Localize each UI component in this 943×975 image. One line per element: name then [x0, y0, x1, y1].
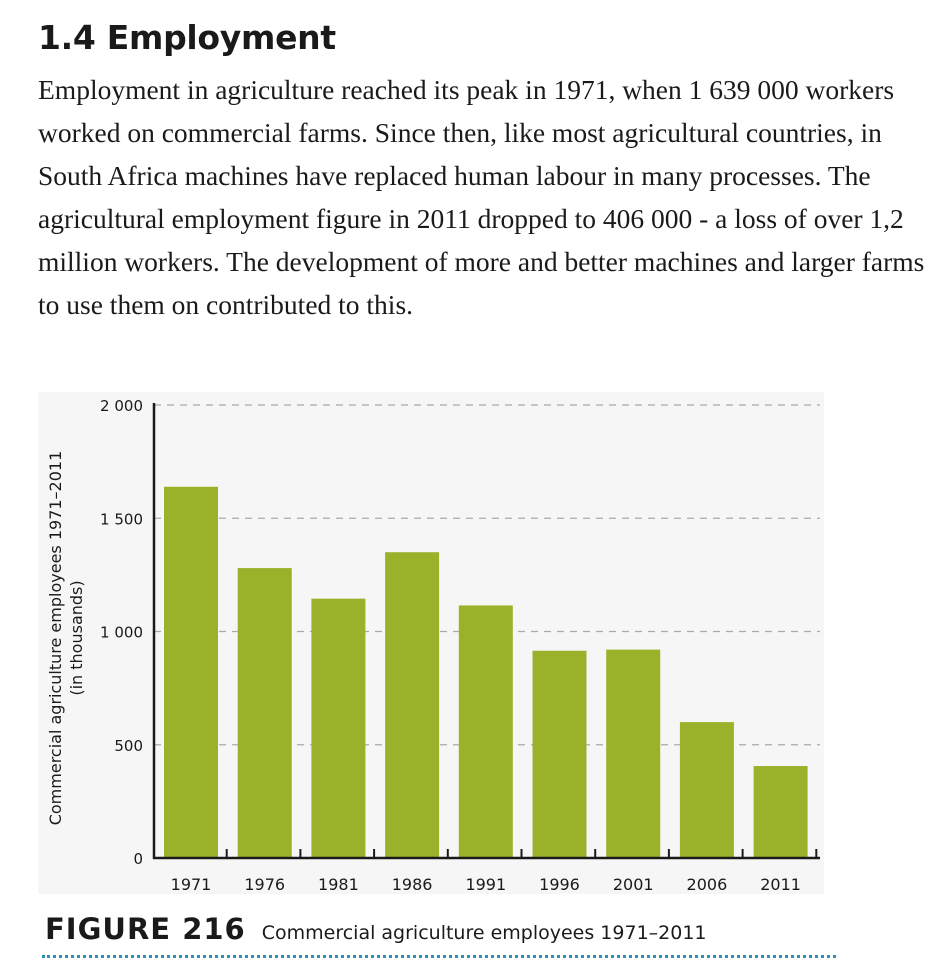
- figure-caption-text: Commercial agriculture employees 1971–20…: [261, 922, 707, 944]
- x-tick-label: 2011: [760, 875, 801, 894]
- bar-1976: [237, 568, 292, 858]
- bar-1981: [311, 598, 366, 858]
- x-tick-label: 1986: [392, 875, 433, 894]
- x-tick-label: 1981: [318, 875, 359, 894]
- section-paragraph: Employment in agriculture reached its pe…: [38, 74, 925, 320]
- bar-2011: [753, 766, 808, 858]
- y-tick-label: 1 000: [100, 624, 143, 642]
- y-axis-title: Commercial agriculture employees 1971–20…: [46, 451, 65, 826]
- x-tick-label: 1976: [244, 875, 285, 894]
- bar-1991: [458, 605, 513, 858]
- y-tick-label: 500: [114, 737, 143, 755]
- y-tick-label: 2 000: [100, 397, 143, 415]
- y-axis-subtitle: (in thousands): [67, 580, 86, 695]
- x-tick-label: 1996: [539, 875, 580, 894]
- y-tick-label: 1 500: [100, 510, 143, 528]
- bar-1971: [164, 486, 218, 858]
- x-tick-label: 1971: [171, 875, 212, 894]
- y-tick-label: 0: [133, 850, 143, 868]
- bar-1996: [532, 650, 587, 858]
- caption-dotted-rule: [42, 955, 836, 958]
- x-tick-label: 1991: [465, 875, 506, 894]
- figure-caption: FIGURE 216 Commercial agriculture employ…: [45, 912, 707, 946]
- figure-label: FIGURE 216: [45, 912, 246, 946]
- bar-1986: [385, 552, 440, 858]
- x-tick-label: 2006: [687, 875, 728, 894]
- section-heading: 1.4 Employment: [38, 18, 336, 57]
- x-tick-label: 2001: [613, 875, 654, 894]
- bar-2001: [606, 649, 661, 858]
- bar-2006: [679, 722, 734, 858]
